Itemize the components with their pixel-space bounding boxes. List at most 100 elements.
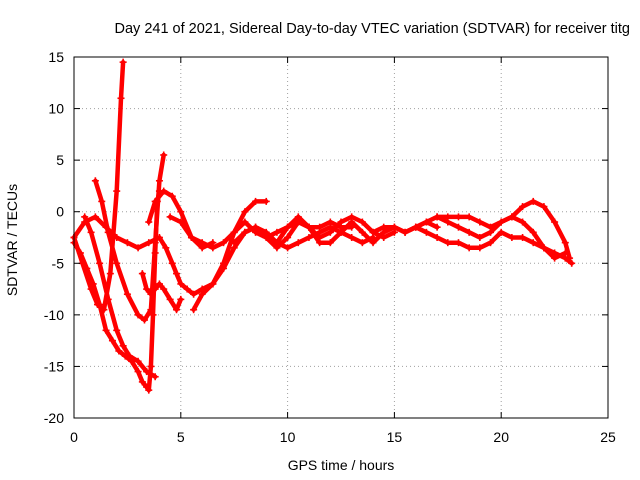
data-point xyxy=(147,306,155,314)
data-point xyxy=(454,239,462,247)
data-point xyxy=(497,218,505,226)
data-point xyxy=(81,218,89,226)
data-point xyxy=(294,213,302,221)
data-point xyxy=(241,218,249,226)
data-point xyxy=(177,295,185,303)
data-point xyxy=(348,234,356,241)
data-point xyxy=(284,234,292,241)
data-point xyxy=(102,223,110,231)
data-point xyxy=(348,218,356,226)
data-point xyxy=(337,218,345,226)
data-point xyxy=(119,342,127,350)
data-point xyxy=(551,218,559,226)
data-point xyxy=(151,285,159,293)
data-point xyxy=(487,239,495,247)
data-point xyxy=(497,228,505,236)
data-point xyxy=(209,244,217,252)
data-point xyxy=(273,228,281,236)
data-point xyxy=(177,218,185,226)
series-line-arc-12 xyxy=(370,199,572,261)
data-point xyxy=(113,259,121,267)
series-line-arc-7 xyxy=(146,188,216,251)
y-tick-label: -15 xyxy=(44,358,64,374)
y-tick-label: -10 xyxy=(44,307,64,323)
data-point xyxy=(177,280,185,288)
data-point xyxy=(106,270,114,278)
data-point xyxy=(173,270,181,278)
data-point xyxy=(465,244,473,252)
data-point xyxy=(230,228,238,236)
data-point xyxy=(540,203,548,211)
data-point xyxy=(273,239,281,247)
data-point xyxy=(422,228,430,236)
data-point xyxy=(252,197,260,205)
data-point xyxy=(183,285,191,293)
data-point xyxy=(252,223,260,231)
data-point xyxy=(162,244,170,252)
data-point xyxy=(433,234,441,241)
data-point xyxy=(134,244,142,252)
data-point xyxy=(316,239,324,247)
data-point xyxy=(100,306,108,314)
data-point xyxy=(145,218,153,226)
chart-title: Day 241 of 2021, Sidereal Day-to-day VTE… xyxy=(115,21,631,37)
data-point xyxy=(476,218,484,226)
data-point xyxy=(98,197,106,205)
data-point xyxy=(198,290,206,298)
data-point xyxy=(119,58,127,66)
data-point xyxy=(551,254,559,262)
data-point xyxy=(168,259,176,267)
data-point xyxy=(140,316,148,324)
data-point xyxy=(433,223,441,231)
data-point xyxy=(369,239,377,247)
y-tick-label: 15 xyxy=(48,49,64,65)
data-point xyxy=(262,197,270,205)
data-point xyxy=(93,301,101,309)
data-point xyxy=(305,223,313,231)
data-point xyxy=(454,213,462,221)
data-point xyxy=(151,373,159,381)
data-point xyxy=(104,295,112,303)
data-point xyxy=(115,347,123,355)
axis-ticks: 0 5 10 15 20 25 -20 -15 -10 -5 0 5 10 15 xyxy=(44,49,616,445)
x-tick-label: 0 xyxy=(70,429,78,445)
data-point xyxy=(147,362,155,370)
data-point xyxy=(508,234,516,241)
data-point xyxy=(519,203,527,211)
data-point xyxy=(561,249,569,257)
y-axis-label: SDTVAR / TECUs xyxy=(4,184,20,296)
data-point xyxy=(476,234,484,241)
data-point xyxy=(412,223,420,231)
data-point xyxy=(220,264,228,272)
data-series xyxy=(70,58,576,394)
data-point xyxy=(187,234,195,241)
data-point xyxy=(284,244,292,252)
data-point xyxy=(160,151,168,159)
data-point xyxy=(155,280,163,288)
data-point xyxy=(155,177,163,185)
data-point xyxy=(220,239,228,247)
data-point xyxy=(529,228,537,236)
data-point xyxy=(134,311,142,319)
data-point xyxy=(145,239,153,247)
data-point xyxy=(160,187,168,195)
data-point xyxy=(444,218,452,226)
data-point xyxy=(508,213,516,221)
series-line-arc-6 xyxy=(140,271,184,312)
data-point xyxy=(433,213,441,221)
data-point xyxy=(198,239,206,247)
data-point xyxy=(540,244,548,252)
data-point xyxy=(568,259,576,267)
data-point xyxy=(155,234,163,241)
data-point xyxy=(87,285,95,293)
data-point xyxy=(190,306,198,314)
data-point xyxy=(465,213,473,221)
data-point xyxy=(108,337,116,345)
x-axis-label: GPS time / hours xyxy=(288,457,395,473)
data-point xyxy=(487,228,495,236)
data-point xyxy=(117,94,125,102)
data-point xyxy=(91,177,99,185)
data-point xyxy=(465,228,473,236)
data-point xyxy=(113,326,121,334)
